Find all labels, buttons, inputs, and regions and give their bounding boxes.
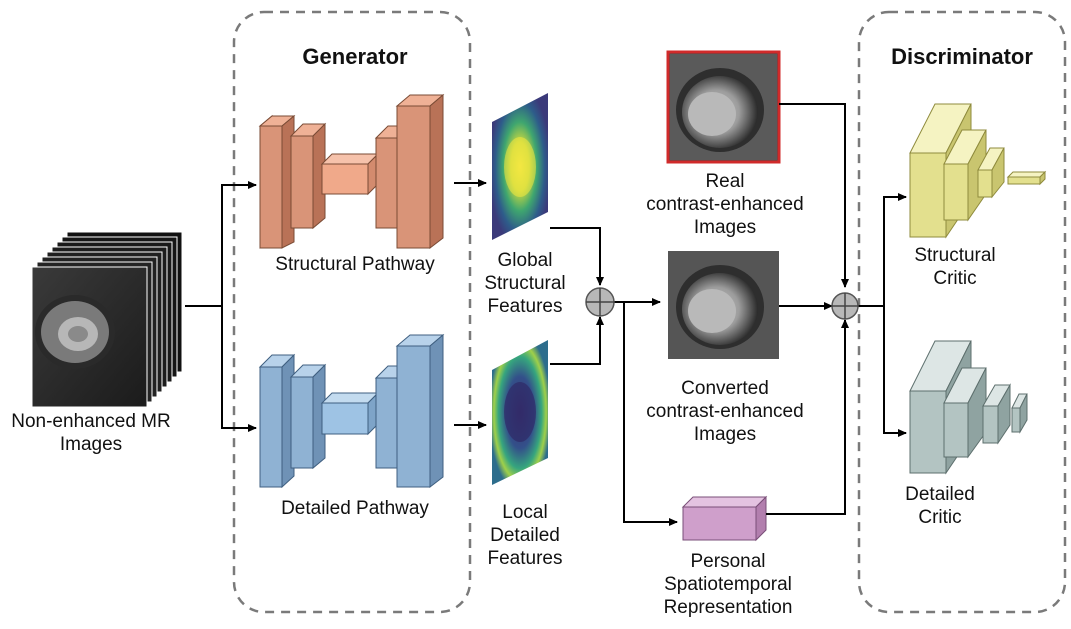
local-features-label: Local Detailed Features [487, 502, 563, 569]
detailed-critic-network [909, 340, 1028, 475]
detailed-pathway-network [258, 333, 445, 489]
detailed-pathway-label: Detailed Pathway [281, 498, 429, 519]
connectors [185, 103, 907, 526]
generator-box [232, 10, 472, 614]
sum-node-critic-input [831, 292, 859, 320]
detailed-critic-label: Detailed Critic [905, 484, 975, 528]
sum-node-features [585, 287, 615, 317]
structural-critic-network [909, 103, 1047, 239]
discriminator-title: Discriminator [891, 44, 1033, 69]
global-feature-map [492, 93, 548, 240]
real-images-label: Real contrast-enhanced Images [646, 171, 804, 238]
input-mr-image-stack [31, 231, 183, 408]
discriminator-box [857, 10, 1067, 614]
input-label: Non-enhanced MR Images [11, 411, 171, 455]
representation-label: Personal Spatiotemporal Representation [663, 551, 793, 618]
representation-block [681, 495, 768, 542]
structural-pathway-label: Structural Pathway [275, 254, 435, 275]
generator-title: Generator [302, 44, 408, 69]
real-contrast-enhanced-image [666, 50, 781, 164]
local-feature-map [492, 340, 548, 485]
structural-critic-label: Structural Critic [914, 245, 996, 289]
structural-pathway-network [258, 93, 445, 250]
converted-contrast-enhanced-image [668, 251, 779, 359]
converted-images-label: Converted contrast-enhanced Images [646, 378, 804, 445]
global-features-label: Global Structural Features [484, 250, 566, 317]
